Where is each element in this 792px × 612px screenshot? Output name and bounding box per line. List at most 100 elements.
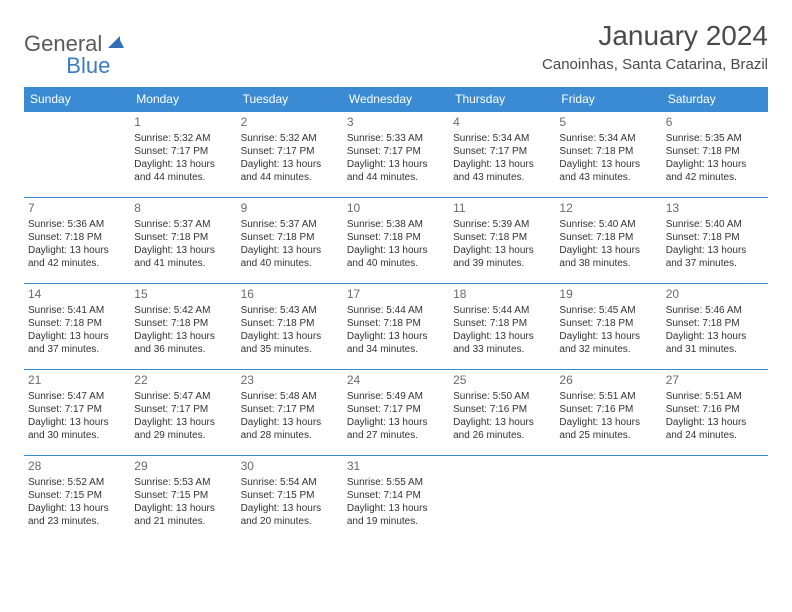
calendar-cell: 25Sunrise: 5:50 AMSunset: 7:16 PMDayligh… [449, 370, 555, 456]
calendar-cell: 21Sunrise: 5:47 AMSunset: 7:17 PMDayligh… [24, 370, 130, 456]
daylight-line-1: Daylight: 13 hours [347, 416, 445, 429]
sunset-line: Sunset: 7:18 PM [453, 231, 551, 244]
daylight-line-2: and 42 minutes. [666, 171, 764, 184]
daylight-line-2: and 32 minutes. [559, 343, 657, 356]
calendar-head: SundayMondayTuesdayWednesdayThursdayFrid… [24, 87, 768, 112]
daylight-line-1: Daylight: 13 hours [241, 416, 339, 429]
sunrise-line: Sunrise: 5:48 AM [241, 390, 339, 403]
sunrise-line: Sunrise: 5:46 AM [666, 304, 764, 317]
daylight-line-1: Daylight: 13 hours [559, 330, 657, 343]
day-number: 21 [28, 373, 126, 389]
sunset-line: Sunset: 7:17 PM [134, 145, 232, 158]
sunrise-line: Sunrise: 5:37 AM [134, 218, 232, 231]
weekday-header: Saturday [662, 87, 768, 112]
daylight-line-2: and 27 minutes. [347, 429, 445, 442]
calendar-cell: 15Sunrise: 5:42 AMSunset: 7:18 PMDayligh… [130, 284, 236, 370]
day-number: 27 [666, 373, 764, 389]
daylight-line-1: Daylight: 13 hours [666, 244, 764, 257]
day-number: 19 [559, 287, 657, 303]
sunset-line: Sunset: 7:17 PM [347, 145, 445, 158]
calendar-cell: 1Sunrise: 5:32 AMSunset: 7:17 PMDaylight… [130, 112, 236, 198]
sunrise-line: Sunrise: 5:40 AM [559, 218, 657, 231]
daylight-line-1: Daylight: 13 hours [453, 244, 551, 257]
sunset-line: Sunset: 7:17 PM [241, 403, 339, 416]
daylight-line-2: and 41 minutes. [134, 257, 232, 270]
sunset-line: Sunset: 7:18 PM [241, 231, 339, 244]
day-number: 25 [453, 373, 551, 389]
day-number: 23 [241, 373, 339, 389]
daylight-line-1: Daylight: 13 hours [453, 330, 551, 343]
calendar-cell [449, 456, 555, 542]
calendar-cell: 12Sunrise: 5:40 AMSunset: 7:18 PMDayligh… [555, 198, 661, 284]
day-number: 9 [241, 201, 339, 217]
day-number: 1 [134, 115, 232, 131]
daylight-line-1: Daylight: 13 hours [28, 502, 126, 515]
calendar-cell: 14Sunrise: 5:41 AMSunset: 7:18 PMDayligh… [24, 284, 130, 370]
calendar-cell: 7Sunrise: 5:36 AMSunset: 7:18 PMDaylight… [24, 198, 130, 284]
calendar-cell: 16Sunrise: 5:43 AMSunset: 7:18 PMDayligh… [237, 284, 343, 370]
daylight-line-1: Daylight: 13 hours [559, 244, 657, 257]
sunset-line: Sunset: 7:18 PM [347, 231, 445, 244]
daylight-line-1: Daylight: 13 hours [134, 330, 232, 343]
sunset-line: Sunset: 7:18 PM [666, 317, 764, 330]
month-title: January 2024 [542, 20, 768, 52]
weekday-header: Thursday [449, 87, 555, 112]
daylight-line-1: Daylight: 13 hours [241, 502, 339, 515]
sunset-line: Sunset: 7:16 PM [453, 403, 551, 416]
day-number: 15 [134, 287, 232, 303]
calendar-cell: 5Sunrise: 5:34 AMSunset: 7:18 PMDaylight… [555, 112, 661, 198]
daylight-line-2: and 40 minutes. [347, 257, 445, 270]
sunset-line: Sunset: 7:17 PM [134, 403, 232, 416]
sunrise-line: Sunrise: 5:40 AM [666, 218, 764, 231]
sunrise-line: Sunrise: 5:32 AM [134, 132, 232, 145]
sunrise-line: Sunrise: 5:54 AM [241, 476, 339, 489]
sunrise-line: Sunrise: 5:47 AM [28, 390, 126, 403]
daylight-line-2: and 44 minutes. [347, 171, 445, 184]
header: General Blue January 2024 Canoinhas, San… [24, 20, 768, 73]
daylight-line-2: and 37 minutes. [666, 257, 764, 270]
sunset-line: Sunset: 7:16 PM [559, 403, 657, 416]
sunset-line: Sunset: 7:17 PM [241, 145, 339, 158]
day-number: 5 [559, 115, 657, 131]
daylight-line-2: and 23 minutes. [28, 515, 126, 528]
daylight-line-2: and 36 minutes. [134, 343, 232, 356]
daylight-line-2: and 31 minutes. [666, 343, 764, 356]
sunset-line: Sunset: 7:18 PM [666, 145, 764, 158]
daylight-line-1: Daylight: 13 hours [347, 330, 445, 343]
calendar-cell: 4Sunrise: 5:34 AMSunset: 7:17 PMDaylight… [449, 112, 555, 198]
sunrise-line: Sunrise: 5:33 AM [347, 132, 445, 145]
day-number: 16 [241, 287, 339, 303]
daylight-line-2: and 21 minutes. [134, 515, 232, 528]
day-number: 28 [28, 459, 126, 475]
weekday-header: Sunday [24, 87, 130, 112]
daylight-line-2: and 44 minutes. [134, 171, 232, 184]
day-number: 31 [347, 459, 445, 475]
calendar-cell: 17Sunrise: 5:44 AMSunset: 7:18 PMDayligh… [343, 284, 449, 370]
sunrise-line: Sunrise: 5:55 AM [347, 476, 445, 489]
calendar-cell: 18Sunrise: 5:44 AMSunset: 7:18 PMDayligh… [449, 284, 555, 370]
sunrise-line: Sunrise: 5:47 AM [134, 390, 232, 403]
day-number: 17 [347, 287, 445, 303]
day-number: 3 [347, 115, 445, 131]
daylight-line-1: Daylight: 13 hours [347, 244, 445, 257]
calendar-cell: 11Sunrise: 5:39 AMSunset: 7:18 PMDayligh… [449, 198, 555, 284]
calendar-cell: 8Sunrise: 5:37 AMSunset: 7:18 PMDaylight… [130, 198, 236, 284]
sunrise-line: Sunrise: 5:35 AM [666, 132, 764, 145]
weekday-header: Wednesday [343, 87, 449, 112]
daylight-line-2: and 35 minutes. [241, 343, 339, 356]
daylight-line-2: and 25 minutes. [559, 429, 657, 442]
sunrise-line: Sunrise: 5:42 AM [134, 304, 232, 317]
daylight-line-2: and 34 minutes. [347, 343, 445, 356]
daylight-line-1: Daylight: 13 hours [347, 158, 445, 171]
calendar-cell: 24Sunrise: 5:49 AMSunset: 7:17 PMDayligh… [343, 370, 449, 456]
daylight-line-1: Daylight: 13 hours [28, 416, 126, 429]
day-number: 29 [134, 459, 232, 475]
day-number: 26 [559, 373, 657, 389]
daylight-line-1: Daylight: 13 hours [453, 416, 551, 429]
daylight-line-1: Daylight: 13 hours [241, 244, 339, 257]
sunrise-line: Sunrise: 5:50 AM [453, 390, 551, 403]
sunrise-line: Sunrise: 5:32 AM [241, 132, 339, 145]
calendar-cell: 31Sunrise: 5:55 AMSunset: 7:14 PMDayligh… [343, 456, 449, 542]
sunrise-line: Sunrise: 5:44 AM [347, 304, 445, 317]
sunset-line: Sunset: 7:18 PM [134, 317, 232, 330]
